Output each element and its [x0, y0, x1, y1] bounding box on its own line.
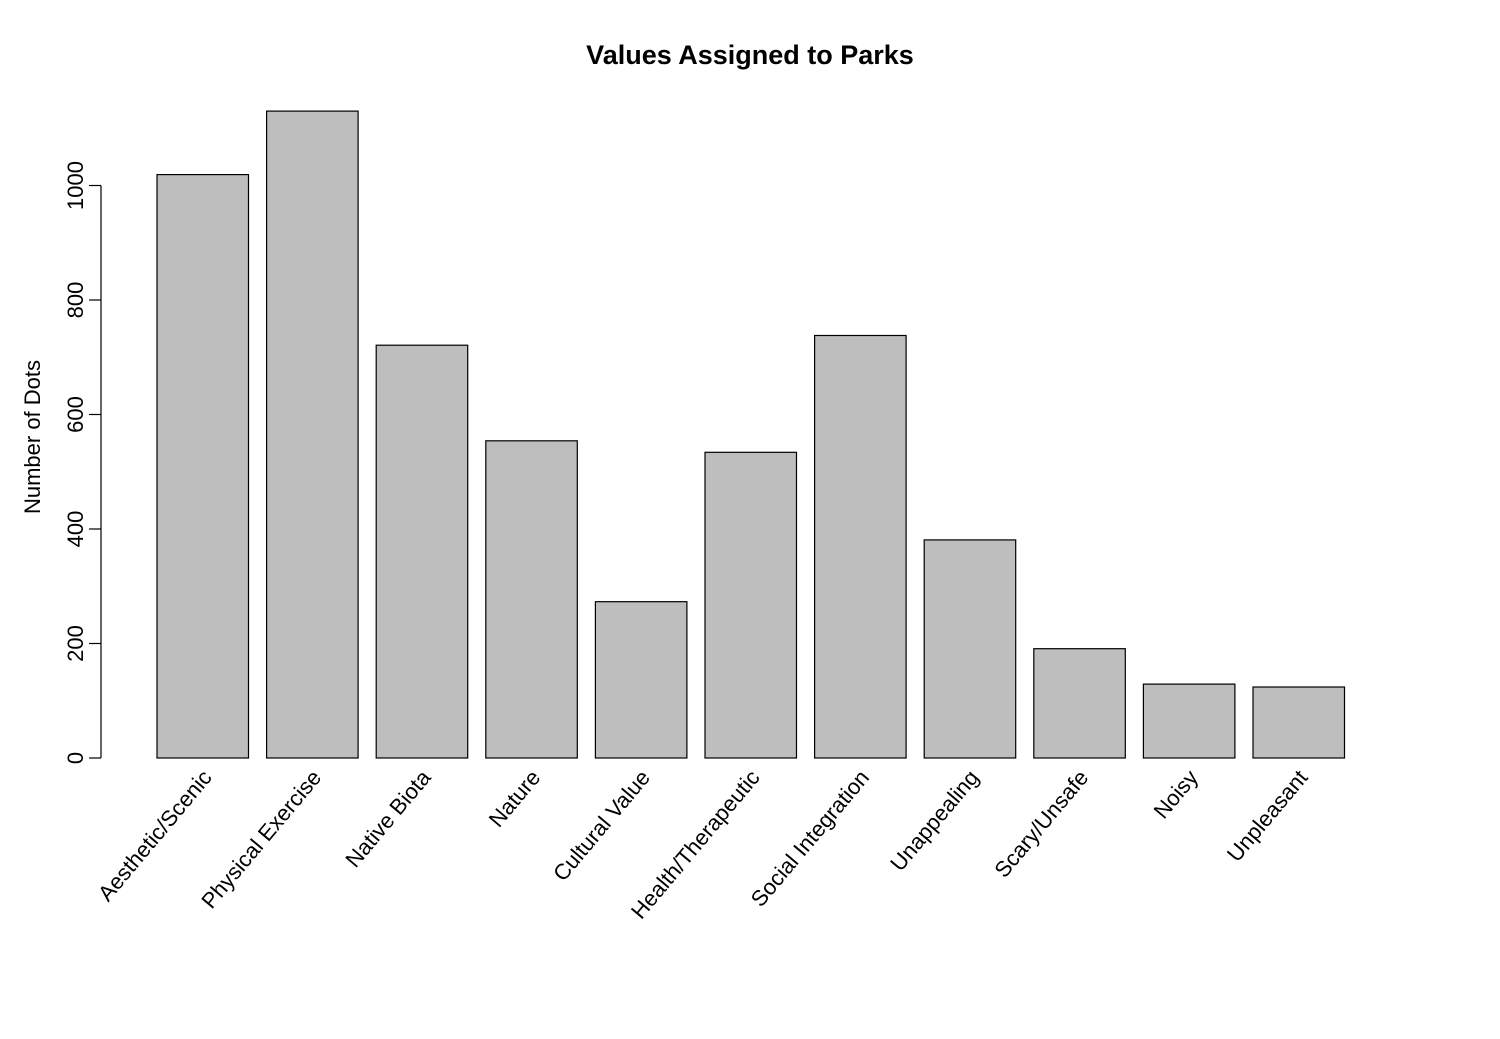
- y-axis-label: Number of Dots: [20, 360, 45, 514]
- y-axis: 0 200 400 600 800 1000: [63, 161, 102, 764]
- bar-nature: [485, 440, 578, 759]
- x-category-label: Native Biota: [340, 765, 436, 873]
- chart-title: Values Assigned to Parks: [586, 40, 914, 70]
- bar-physical-exercise: [266, 110, 359, 759]
- x-category-label: Scary/Unsafe: [989, 765, 1093, 882]
- y-tick-label: 600: [63, 396, 88, 433]
- bar-health-therapeutic: [704, 451, 798, 759]
- x-category-label: Unpleasant: [1222, 765, 1313, 866]
- y-tick-label: 0: [63, 752, 88, 764]
- bar-unpleasant: [1252, 686, 1346, 759]
- x-category-label: Aesthetic/Scenic: [93, 765, 217, 906]
- x-category-label: Cultural Value: [548, 765, 655, 886]
- bar-aesthetic-scenic: [156, 174, 250, 759]
- x-category-label: Noisy: [1149, 765, 1204, 823]
- x-category-label: Nature: [484, 765, 546, 832]
- bar-unappealing: [923, 539, 1017, 759]
- y-tick-label: 200: [63, 625, 88, 662]
- y-tick-label: 1000: [63, 161, 88, 210]
- bar-social-integration: [813, 334, 907, 759]
- bar-scary-unsafe: [1033, 648, 1126, 759]
- bar-noisy: [1142, 683, 1236, 759]
- y-tick-label: 400: [63, 511, 88, 548]
- x-category-label: Physical Exercise: [196, 765, 326, 913]
- bar-native-biota: [375, 344, 469, 759]
- x-category-label: Social Integration: [746, 765, 874, 911]
- y-tick-label: 800: [63, 282, 88, 319]
- bar-cultural-value: [594, 601, 688, 759]
- bars-group: [156, 110, 1346, 759]
- x-category-label: Unappealing: [885, 765, 984, 876]
